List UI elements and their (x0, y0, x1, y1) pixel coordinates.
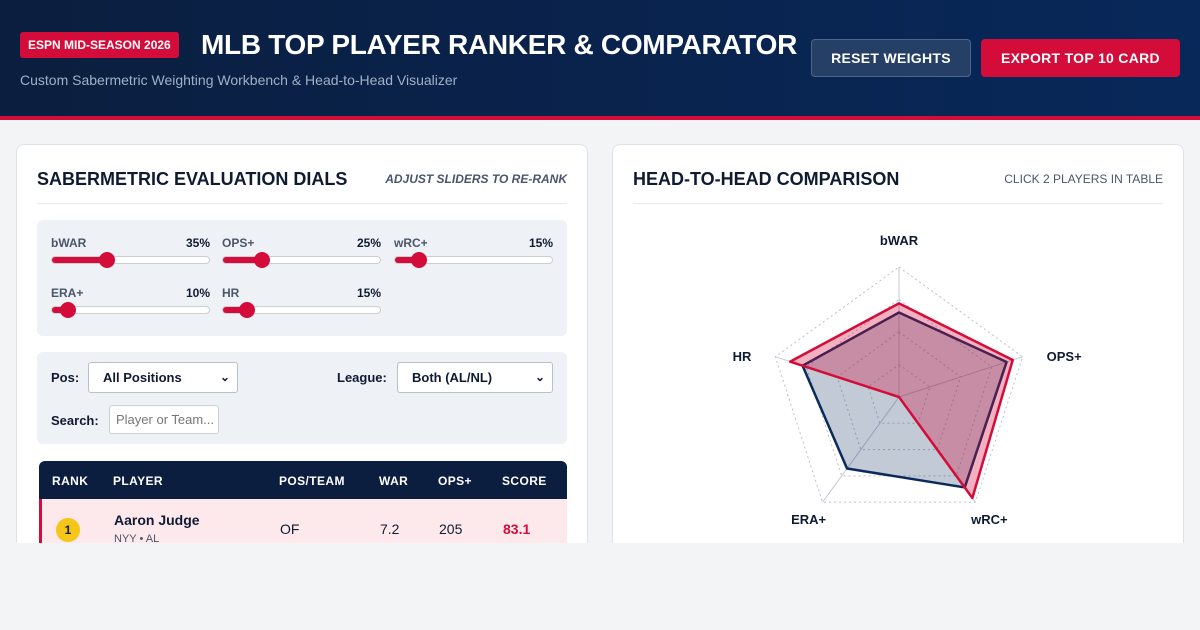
dial-value: 35% (185, 236, 210, 250)
slider-thumb[interactable] (254, 252, 270, 268)
search-label: Search: (51, 413, 99, 428)
table-header: RANK PLAYER POS/TEAM WAR OPS+ SCORE (39, 461, 567, 499)
radar-spoke (822, 396, 900, 503)
radar-series-player-a (788, 302, 1014, 500)
chevron-down-icon: ⌄ (534, 370, 545, 384)
ops-slider[interactable] (222, 252, 381, 268)
season-badge: ESPN MID-SEASON 2026 (20, 32, 179, 58)
player-name: Aaron Judge (114, 512, 200, 528)
col-war[interactable]: WAR (379, 474, 409, 488)
hr-slider[interactable] (222, 302, 381, 318)
bwar-slider[interactable] (51, 252, 210, 268)
divider (37, 203, 567, 204)
dial-value: 10% (185, 286, 210, 300)
dial-label: bWAR (51, 236, 87, 250)
league-select-value: Both (AL/NL) (412, 370, 493, 385)
dial-label: wRC+ (394, 236, 428, 250)
search-input[interactable]: Player or Team... (109, 405, 219, 434)
dial-value: 15% (528, 236, 553, 250)
wrc-slider[interactable] (394, 252, 553, 268)
era-slider[interactable] (51, 302, 210, 318)
dials-panel: SABERMETRIC EVALUATION DIALS ADJUST SLID… (16, 144, 588, 574)
slider-fill (223, 307, 247, 313)
rank-badge: 1 (56, 518, 80, 542)
page-background (0, 543, 1200, 630)
radar-grid-ring (836, 331, 962, 451)
player-ops: 205 (439, 521, 463, 537)
player-team-league: NYY • AL (114, 533, 160, 545)
app-header: ESPN MID-SEASON 2026 MLB TOP PLAYER RANK… (0, 0, 1200, 120)
comparison-panel-hint: CLICK 2 PLAYERS IN TABLE (1004, 172, 1163, 186)
slider-thumb[interactable] (239, 302, 255, 318)
position-filter-label: Pos: (51, 370, 80, 385)
slider-thumb[interactable] (99, 252, 115, 268)
radar-series-player-b (801, 311, 1008, 489)
col-rank[interactable]: RANK (52, 474, 89, 488)
slider-thumb[interactable] (60, 302, 76, 318)
app-title: MLB TOP PLAYER RANKER & COMPARATOR (201, 29, 797, 60)
slider-thumb[interactable] (411, 252, 427, 268)
comparison-panel-title: HEAD-TO-HEAD COMPARISON (633, 169, 900, 189)
dials-panel-hint: ADJUST SLIDERS TO RE-RANK (385, 172, 567, 186)
comparison-panel: HEAD-TO-HEAD COMPARISON CLICK 2 PLAYERS … (612, 144, 1184, 574)
dial-label: ERA+ (51, 286, 84, 300)
divider (633, 203, 1163, 204)
app-subtitle: Custom Sabermetric Weighting Workbench &… (20, 72, 458, 88)
position-select[interactable]: All Positions ⌄ (88, 362, 238, 393)
dial-value: 25% (356, 236, 381, 250)
radar-axis-label: OPS+ (1047, 349, 1082, 364)
col-ops[interactable]: OPS+ (438, 474, 472, 488)
radar-spoke (898, 356, 1023, 398)
ranking-table: RANK PLAYER POS/TEAM WAR OPS+ SCORE 1 Aa… (39, 461, 567, 573)
player-position: OF (280, 521, 300, 537)
league-filter-label: League: (337, 370, 387, 385)
player-war: 7.2 (380, 521, 400, 537)
weight-dials: bWAR 35% OPS+ 25% wRC+ 15% ERA+ (37, 220, 567, 336)
radar-axis-label: HR (733, 349, 752, 364)
col-pos-team[interactable]: POS/TEAM (279, 474, 345, 488)
col-score[interactable]: SCORE (502, 474, 547, 488)
reset-weights-button[interactable]: RESET WEIGHTS (811, 39, 971, 77)
radar-grid-ring (867, 363, 931, 424)
player-score: 83.1 (503, 521, 531, 537)
radar-chart: bWAR OPS+ wRC+ ERA+ HR (733, 233, 1083, 527)
export-top10-button[interactable]: EXPORT TOP 10 CARD (981, 39, 1180, 77)
chevron-down-icon: ⌄ (219, 370, 230, 384)
radar-axis-label: wRC+ (970, 512, 1008, 527)
col-player[interactable]: PLAYER (113, 474, 163, 488)
radar-axis-label: ERA+ (791, 512, 826, 527)
dial-label: OPS+ (222, 236, 255, 250)
position-select-value: All Positions (103, 370, 182, 385)
radar-axis-label: bWAR (880, 233, 919, 248)
filter-bar: Pos: All Positions ⌄ League: Both (AL/NL… (37, 352, 567, 444)
dial-value: 15% (356, 286, 381, 300)
slider-fill (395, 257, 419, 263)
dial-label: HR (222, 286, 240, 300)
slider-fill (223, 257, 262, 263)
slider-fill (52, 257, 107, 263)
league-select[interactable]: Both (AL/NL) ⌄ (397, 362, 553, 393)
radar-grid-ring (774, 266, 1024, 503)
dials-panel-title: SABERMETRIC EVALUATION DIALS (37, 169, 348, 189)
